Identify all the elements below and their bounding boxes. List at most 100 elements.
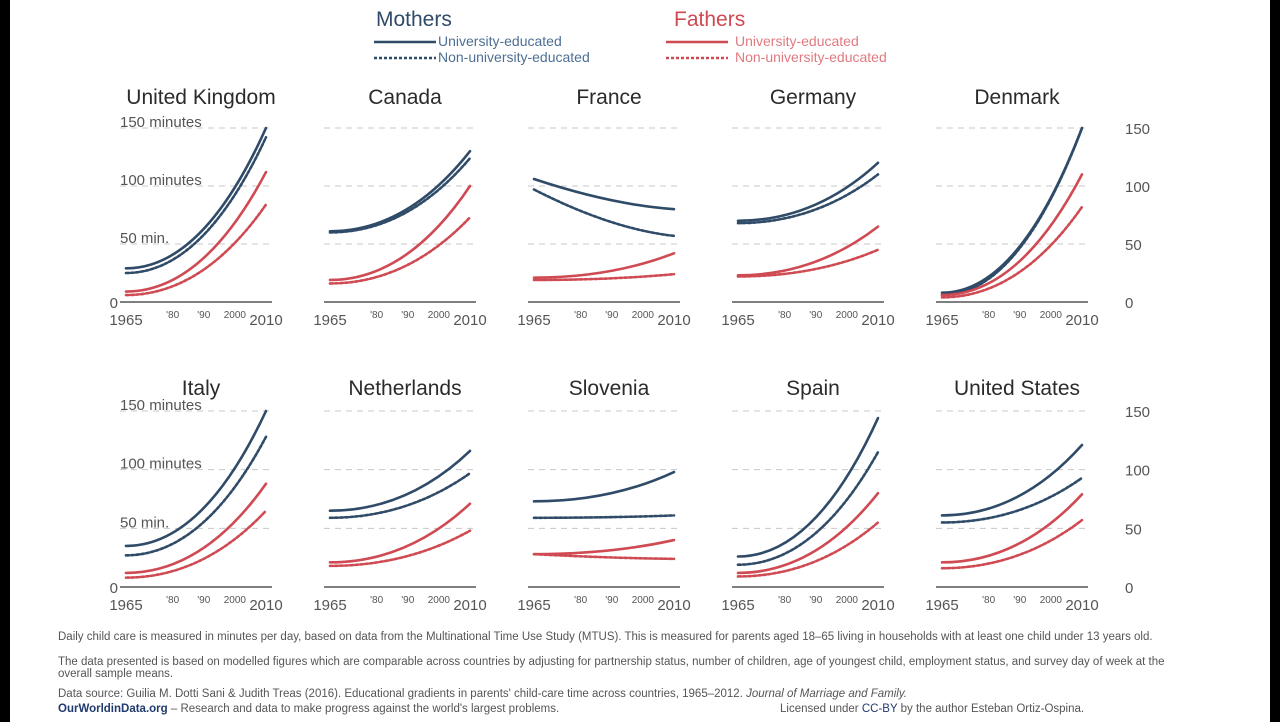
note-line-1: Daily child care is measured in minutes … xyxy=(58,631,1153,643)
y-tick-left: 0 xyxy=(110,580,118,597)
panel-title: Spain xyxy=(786,377,840,400)
panel-canada: Canada 1965 '80 '90 2000 2010 xyxy=(313,86,486,329)
series-mn-line xyxy=(328,156,472,234)
series-fu-line xyxy=(124,170,268,293)
owid-line: OurWorldinData.org – Research and data t… xyxy=(58,703,758,715)
series-mu-line xyxy=(328,449,472,513)
x-tick-label: 2010 xyxy=(861,597,894,614)
x-tick-label: '90 xyxy=(809,310,822,321)
series-mu-line xyxy=(532,470,676,503)
panel-title: Canada xyxy=(368,86,442,109)
y-tick-right: 0 xyxy=(1125,295,1133,312)
panel-denmark: Denmark 1965 '80 '90 2000 2010 xyxy=(925,86,1098,329)
legend-fathers-univ-label: University-educated xyxy=(735,33,859,49)
y-tick-left: 100 minutes xyxy=(120,172,202,189)
series-fn-line xyxy=(940,518,1084,570)
series-mn-line xyxy=(940,476,1084,524)
x-tick-label: '90 xyxy=(1013,595,1026,606)
panel-title: Slovenia xyxy=(569,377,650,400)
x-tick-label: 1965 xyxy=(313,597,346,614)
legend-fathers-nonuniv-label: Non-university-educated xyxy=(735,49,887,65)
legend-fathers-title: Fathers xyxy=(674,8,745,31)
panel-title: United Kingdom xyxy=(126,86,275,109)
series-fn-line xyxy=(736,521,880,578)
panel-spain: Spain 1965 '80 '90 2000 2010 xyxy=(721,377,894,614)
x-tick-label: 2010 xyxy=(249,312,282,329)
x-tick-label: 2000 xyxy=(224,595,247,606)
x-tick-label: '90 xyxy=(197,310,210,321)
panel-title: Germany xyxy=(770,86,857,109)
x-tick-label: 1965 xyxy=(721,597,754,614)
series-mn-line xyxy=(532,188,676,238)
panel-title: United States xyxy=(954,377,1080,400)
license-link[interactable]: CC-BY xyxy=(861,703,898,715)
panel-netherlands: Netherlands 1965 '80 '90 2000 2010 xyxy=(313,377,486,614)
series-fu-line xyxy=(532,251,676,279)
panel-germany: Germany 1965 '80 '90 2000 2010 xyxy=(721,86,894,329)
y-tick-right: 150 xyxy=(1125,404,1150,421)
panel-united-states: United States 1965 '80 '90 2000 2010 xyxy=(925,377,1098,614)
series-mn-line xyxy=(532,514,676,520)
x-tick-label: 1965 xyxy=(517,597,550,614)
x-tick-label: 1965 xyxy=(313,312,346,329)
x-tick-label: '80 xyxy=(778,595,791,606)
series-mu-line xyxy=(124,126,268,270)
series-fn-line xyxy=(124,509,268,579)
x-tick-label: '90 xyxy=(1013,310,1026,321)
series-mn-line xyxy=(124,135,268,275)
legend-mothers-title: Mothers xyxy=(376,8,452,31)
x-tick-label: '90 xyxy=(401,310,414,321)
panel-united-kingdom: United Kingdom 1965 '80 '90 2000 2010 xyxy=(109,86,282,329)
panel-title: Denmark xyxy=(974,86,1060,109)
x-tick-label: '80 xyxy=(166,595,179,606)
series-mu-line xyxy=(940,443,1084,517)
x-tick-label: 2000 xyxy=(632,595,655,606)
series-mn-line xyxy=(328,471,472,520)
panel-title: Italy xyxy=(182,377,221,400)
source-journal: Journal of Marriage and Family. xyxy=(746,688,907,700)
owid-link[interactable]: OurWorldinData.org xyxy=(58,703,168,715)
x-tick-label: '90 xyxy=(401,595,414,606)
panel-title: Netherlands xyxy=(348,377,461,400)
y-tick-right: 50 xyxy=(1125,237,1142,254)
x-tick-label: 2000 xyxy=(836,595,859,606)
legend: MothersUniversity-educatedNon-university… xyxy=(374,8,887,65)
x-tick-label: '80 xyxy=(166,310,179,321)
series-fn-line xyxy=(124,203,268,297)
x-tick-label: 2010 xyxy=(1065,597,1098,614)
x-tick-label: 1965 xyxy=(721,312,754,329)
series-fu-line xyxy=(532,538,676,556)
series-fu-line xyxy=(940,493,1084,564)
x-tick-label: 2010 xyxy=(657,597,690,614)
series-mu-line xyxy=(124,409,268,548)
series-fu-line xyxy=(328,502,472,564)
x-tick-label: 1965 xyxy=(925,312,958,329)
panel-italy: Italy 1965 '80 '90 2000 2010 xyxy=(109,377,282,614)
x-tick-label: 2010 xyxy=(453,597,486,614)
x-tick-label: 1965 xyxy=(109,312,142,329)
y-tick-right: 0 xyxy=(1125,580,1133,597)
x-tick-label: '80 xyxy=(370,595,383,606)
series-fu-line xyxy=(940,173,1084,297)
series-fn-line xyxy=(328,216,472,285)
figure-canvas: Mothers University-educated Non-university… xyxy=(10,0,1270,722)
source-line: Data source: Guilia M. Dotti Sani & Judi… xyxy=(58,688,1168,700)
chart-svg: MothersUniversity-educatedNon-university… xyxy=(109,8,1150,614)
x-tick-label: 1965 xyxy=(517,312,550,329)
y-tick-left: 150 minutes xyxy=(120,397,202,414)
series-mu-line xyxy=(736,161,880,223)
x-tick-label: 2000 xyxy=(1040,310,1063,321)
license-prefix: Licensed under xyxy=(780,703,859,715)
series-fn-line xyxy=(328,529,472,568)
x-tick-label: 2010 xyxy=(453,312,486,329)
y-tick-left: 0 xyxy=(110,295,118,312)
y-tick-left: 50 min. xyxy=(120,230,169,247)
y-tick-right: 50 xyxy=(1125,521,1142,538)
x-tick-label: '80 xyxy=(778,310,791,321)
x-tick-label: 2000 xyxy=(632,310,655,321)
series-fu-line xyxy=(736,225,880,277)
series-fn-line xyxy=(736,248,880,278)
series-mu-line xyxy=(532,177,676,211)
legend-mothers-nonuniv-label: Non-university-educated xyxy=(438,49,590,65)
